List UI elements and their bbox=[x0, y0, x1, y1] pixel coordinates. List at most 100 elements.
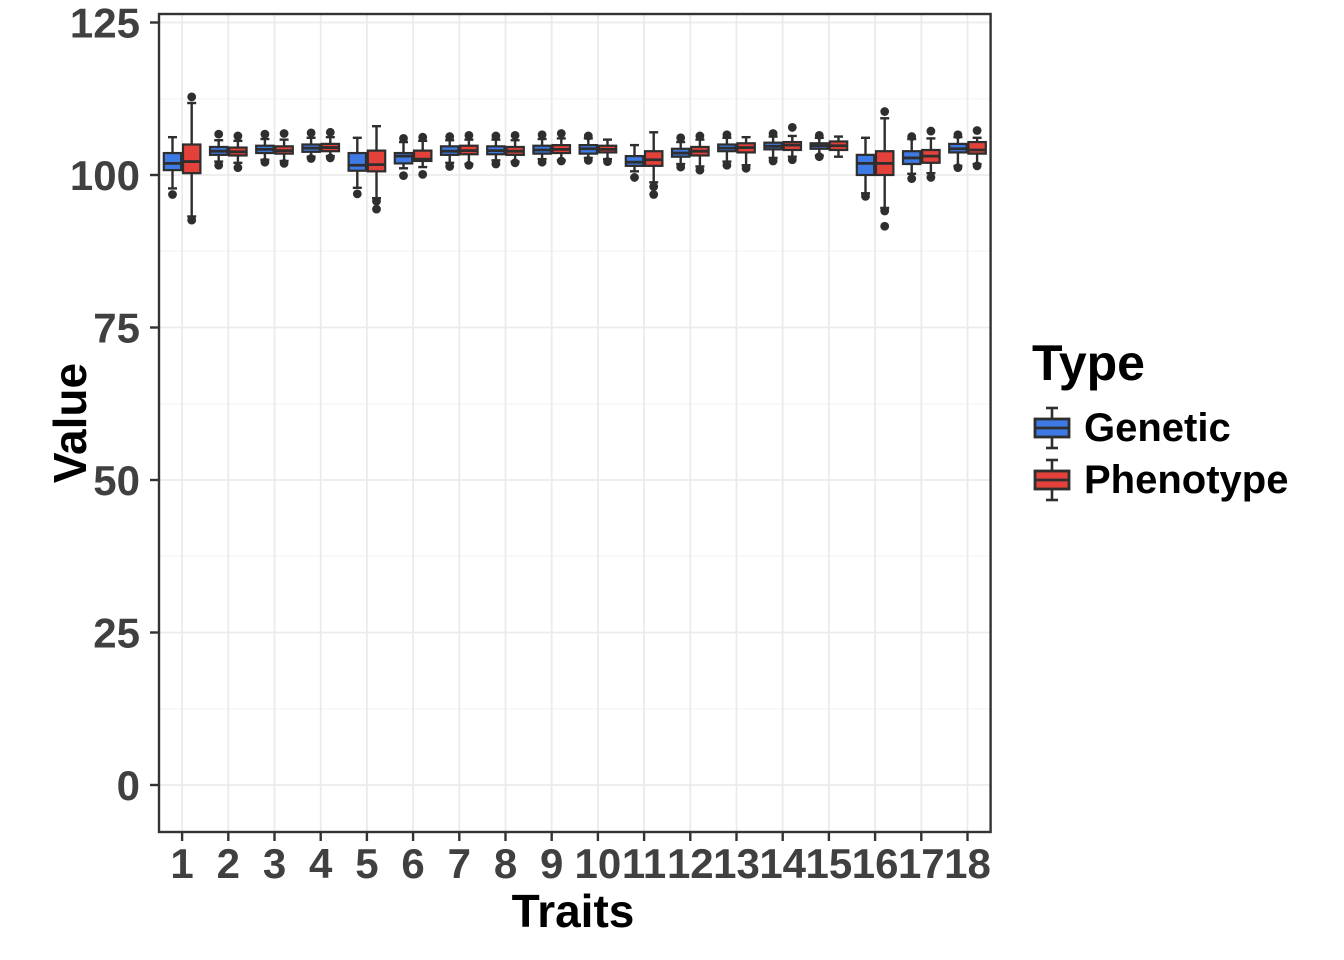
x-tick-label: 12 bbox=[667, 840, 714, 887]
outlier-dot-phenotype bbox=[880, 221, 890, 231]
x-tick-label: 6 bbox=[401, 840, 424, 887]
x-tick-label: 18 bbox=[944, 840, 991, 887]
outlier-dot-phenotype bbox=[418, 169, 428, 179]
legend-entry-phenotype: Phenotype bbox=[1032, 457, 1288, 503]
outlier-dot-genetic bbox=[676, 162, 686, 172]
outlier-dot-phenotype bbox=[372, 204, 381, 214]
y-tick-label: 100 bbox=[70, 152, 140, 199]
genetic-boxplot-key-icon bbox=[1033, 406, 1071, 450]
x-tick-label: 7 bbox=[448, 840, 471, 887]
outlier-dot-genetic bbox=[583, 155, 593, 165]
x-tick-label: 11 bbox=[622, 840, 666, 887]
x-axis-title: Traits bbox=[511, 885, 635, 937]
outlier-dot-genetic bbox=[722, 160, 732, 170]
y-tick-label: 0 bbox=[117, 762, 140, 809]
outlier-dot-phenotype bbox=[695, 165, 705, 175]
legend-label-phenotype: Phenotype bbox=[1084, 458, 1289, 502]
outlier-dot-genetic bbox=[537, 130, 547, 140]
outlier-dot-genetic bbox=[491, 159, 501, 169]
outlier-dot-genetic bbox=[306, 128, 316, 138]
outlier-dot-phenotype bbox=[233, 131, 243, 141]
x-tick-label: 9 bbox=[540, 840, 563, 887]
outlier-dot-phenotype bbox=[880, 107, 890, 116]
outlier-dot-phenotype bbox=[880, 206, 890, 216]
x-tick-label: 17 bbox=[898, 840, 945, 887]
outlier-dot-phenotype bbox=[972, 126, 982, 135]
outlier-dot-genetic bbox=[306, 154, 316, 163]
outlier-dot-genetic bbox=[260, 157, 270, 167]
legend-title: Type bbox=[1032, 335, 1145, 391]
outlier-dot-phenotype bbox=[556, 156, 566, 166]
outlier-dot-genetic bbox=[768, 156, 778, 166]
outlier-dot-genetic bbox=[676, 133, 686, 143]
outlier-dot-genetic bbox=[861, 191, 870, 201]
outlier-dot-phenotype bbox=[926, 173, 936, 182]
outlier-dot-phenotype bbox=[926, 126, 936, 136]
x-tick-label: 5 bbox=[355, 840, 378, 887]
box-genetic-trait-16 bbox=[855, 153, 876, 177]
outlier-dot-phenotype bbox=[233, 163, 243, 173]
x-tick-label: 8 bbox=[494, 840, 517, 887]
box-phenotype-trait-1 bbox=[181, 143, 202, 175]
outlier-dot-phenotype bbox=[695, 131, 705, 141]
outlier-dot-phenotype bbox=[464, 130, 474, 140]
outlier-dot-phenotype bbox=[649, 182, 659, 191]
x-tick-label: 2 bbox=[217, 840, 240, 887]
outlier-dot-genetic bbox=[491, 131, 501, 141]
outlier-dot-genetic bbox=[722, 130, 732, 140]
phenotype-boxplot-key-icon bbox=[1033, 458, 1071, 502]
outlier-dot-genetic bbox=[583, 131, 593, 141]
outlier-dot-genetic bbox=[445, 132, 455, 141]
y-tick-label: 25 bbox=[93, 610, 140, 657]
outlier-dot-phenotype bbox=[325, 127, 335, 137]
outlier-dot-phenotype bbox=[372, 196, 381, 206]
outlier-dot-phenotype bbox=[603, 157, 612, 166]
box-genetic-trait-5 bbox=[347, 151, 368, 172]
outlier-dot-genetic bbox=[214, 160, 224, 170]
box-genetic-trait-1 bbox=[162, 151, 183, 172]
box-phenotype-trait-5 bbox=[366, 149, 387, 173]
y-tick-label: 75 bbox=[93, 305, 140, 352]
outlier-dot-genetic bbox=[260, 129, 270, 139]
outlier-dot-phenotype bbox=[187, 92, 197, 102]
x-tick-label: 14 bbox=[759, 840, 806, 887]
outlier-dot-genetic bbox=[907, 174, 917, 184]
outlier-dot-genetic bbox=[537, 157, 547, 167]
outlier-dot-genetic bbox=[814, 152, 824, 162]
outlier-dot-genetic bbox=[953, 130, 963, 140]
x-tick-label: 1 bbox=[170, 840, 193, 887]
outlier-dot-genetic bbox=[168, 190, 177, 199]
box-genetic-trait-6 bbox=[393, 151, 414, 165]
y-tick-label: 125 bbox=[70, 0, 140, 47]
outlier-dot-genetic bbox=[814, 130, 824, 140]
x-tick-label: 13 bbox=[713, 840, 760, 887]
x-tick-label: 3 bbox=[263, 840, 286, 887]
x-tick-label: 4 bbox=[309, 840, 333, 887]
outlier-dot-phenotype bbox=[649, 190, 659, 199]
outlier-dot-phenotype bbox=[464, 160, 474, 170]
legend: Type Genetic Phenotype bbox=[1032, 336, 1288, 503]
plot-panel bbox=[159, 14, 991, 832]
x-tick-label: 10 bbox=[575, 840, 622, 887]
outlier-dot-phenotype bbox=[972, 161, 982, 171]
outlier-dot-phenotype bbox=[741, 163, 751, 173]
outlier-dot-phenotype bbox=[279, 129, 289, 138]
box-phenotype-trait-6 bbox=[412, 149, 433, 163]
panel-border bbox=[157, 12, 992, 834]
outlier-dot-genetic bbox=[214, 129, 224, 139]
outlier-dot-genetic bbox=[907, 132, 917, 141]
outlier-dot-phenotype bbox=[787, 155, 797, 165]
box-phenotype-trait-18 bbox=[967, 140, 987, 155]
outlier-dot-phenotype bbox=[279, 159, 289, 168]
legend-entry-genetic: Genetic bbox=[1032, 405, 1288, 451]
outlier-dot-genetic bbox=[399, 171, 408, 181]
outlier-dot-genetic bbox=[399, 134, 408, 143]
y-tick-label: 50 bbox=[93, 457, 140, 504]
outlier-dot-phenotype bbox=[787, 123, 797, 132]
outlier-dot-phenotype bbox=[510, 130, 520, 140]
x-tick-label: 15 bbox=[806, 840, 853, 887]
x-tick-label: 16 bbox=[852, 840, 899, 887]
outlier-dot-genetic bbox=[953, 163, 963, 173]
